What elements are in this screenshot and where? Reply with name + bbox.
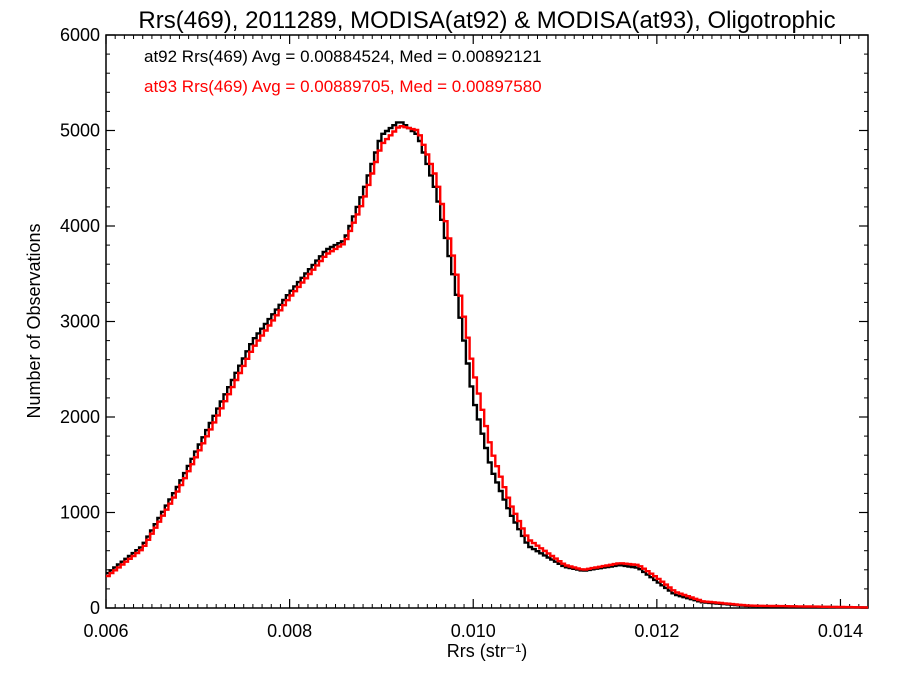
x-tick-label: 0.010: [451, 621, 496, 641]
series-line-at93: [106, 125, 868, 609]
y-tick-label: 1000: [60, 503, 100, 523]
x-axis-ticks: 0.006 0.008 0.010 0.012 0.014: [83, 35, 869, 641]
y-axis-ticks: 0 1000 2000 3000 4000 5000 6000: [60, 25, 868, 618]
y-tick-label: 5000: [60, 121, 100, 141]
x-tick-label: 0.006: [83, 621, 128, 641]
series-line-at92: [106, 121, 868, 609]
x-tick-label: 0.012: [634, 621, 679, 641]
y-tick-label: 2000: [60, 407, 100, 427]
plot-frame: [105, 34, 869, 609]
y-tick-label: 4000: [60, 216, 100, 236]
legend-entry-at92: at92 Rrs(469) Avg = 0.00884524, Med = 0.…: [144, 47, 542, 66]
y-tick-label: 0: [90, 598, 100, 618]
chart-title: Rrs(469), 2011289, MODISA(at92) & MODISA…: [138, 7, 835, 34]
legend-entry-at93: at93 Rrs(469) Avg = 0.00889705, Med = 0.…: [144, 77, 542, 96]
x-tick-label: 0.008: [267, 621, 312, 641]
series-layer: [106, 121, 868, 609]
x-axis-label: Rrs (str⁻¹): [447, 641, 527, 661]
y-tick-label: 3000: [60, 312, 100, 332]
y-tick-label: 6000: [60, 25, 100, 45]
y-axis-label: Number of Observations: [24, 223, 44, 418]
x-tick-label: 0.014: [818, 621, 863, 641]
